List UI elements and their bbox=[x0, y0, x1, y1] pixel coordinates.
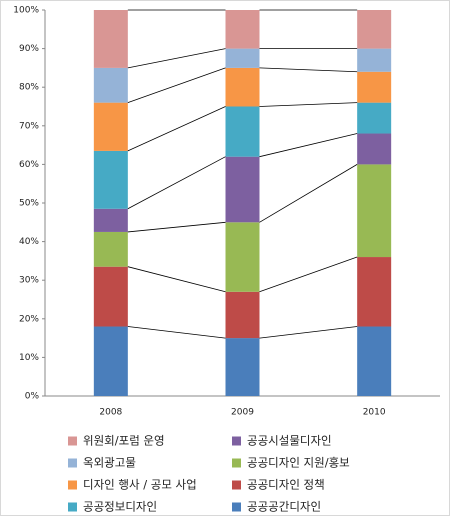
bar-segment bbox=[357, 257, 392, 327]
bar-segment bbox=[225, 291, 260, 339]
legend-label: 공공디자인 지원/홍보 bbox=[247, 456, 350, 470]
bar-segment bbox=[93, 208, 128, 232]
legend-label: 공공공간디자인 bbox=[247, 500, 321, 514]
legend-swatch bbox=[68, 502, 77, 512]
y-tick-label: 0% bbox=[25, 392, 40, 402]
y-tick-label: 10% bbox=[19, 353, 39, 363]
connector-line bbox=[127, 48, 226, 69]
bar-segment bbox=[225, 106, 260, 157]
y-tick-label: 20% bbox=[19, 314, 39, 324]
y-tick-label: 60% bbox=[19, 160, 39, 170]
bar-segment bbox=[225, 338, 260, 396]
y-tick-label: 70% bbox=[19, 121, 39, 131]
bar-segment bbox=[357, 71, 392, 103]
connector-line bbox=[127, 67, 226, 104]
legend-swatch bbox=[68, 458, 77, 468]
connector-line bbox=[259, 164, 358, 223]
legend-swatch bbox=[232, 502, 241, 512]
bar-segment bbox=[225, 10, 260, 49]
legend-label: 공공시설물디자인 bbox=[247, 434, 332, 448]
connector-line bbox=[259, 326, 358, 339]
connector-line bbox=[259, 102, 358, 107]
y-tick-label: 100% bbox=[13, 6, 39, 16]
bar-segment bbox=[225, 48, 260, 68]
bar-segment bbox=[93, 10, 128, 68]
connector-line bbox=[259, 256, 358, 293]
bar-segment bbox=[357, 48, 392, 72]
legend-label: 위원회/포럼 운영 bbox=[83, 434, 165, 448]
legend-label: 옥외광고물 bbox=[83, 456, 136, 470]
connector-line bbox=[127, 266, 226, 293]
legend-swatch bbox=[232, 436, 241, 446]
y-tick-label: 40% bbox=[19, 237, 39, 247]
legend-swatch bbox=[232, 458, 241, 468]
bar-segment bbox=[357, 326, 392, 396]
bar-segment bbox=[225, 222, 260, 292]
x-tick-label: 2009 bbox=[231, 408, 254, 418]
connector-line bbox=[127, 326, 226, 339]
connector-line bbox=[127, 221, 226, 233]
bar-segment bbox=[357, 10, 392, 49]
bar-segment bbox=[93, 150, 128, 209]
y-tick-label: 80% bbox=[19, 83, 39, 93]
connector-line bbox=[127, 156, 226, 210]
bar-segment bbox=[93, 266, 128, 327]
y-tick-label: 30% bbox=[19, 276, 39, 286]
y-tick-label: 50% bbox=[19, 199, 39, 209]
bar-segment bbox=[93, 326, 128, 396]
y-tick-label: 90% bbox=[19, 44, 39, 54]
bar-segment bbox=[93, 102, 128, 151]
legend-swatch bbox=[68, 436, 77, 446]
bar-segment bbox=[357, 133, 392, 165]
bar-segment bbox=[357, 102, 392, 134]
x-tick-label: 2008 bbox=[99, 408, 122, 418]
x-tick-label: 2010 bbox=[363, 408, 386, 418]
connector-line bbox=[259, 67, 358, 73]
legend-swatch bbox=[68, 480, 77, 490]
legend-swatch bbox=[232, 480, 241, 490]
bar-segment bbox=[93, 67, 128, 103]
connector-line bbox=[259, 133, 358, 158]
legend-label: 디자인 행사 / 공모 사업 bbox=[83, 478, 197, 492]
legend-label: 공공디자인 정책 bbox=[247, 478, 325, 492]
bar-segment bbox=[357, 164, 392, 258]
connector-line bbox=[127, 106, 226, 152]
legend-label: 공공정보디자인 bbox=[83, 500, 157, 514]
bar-segment bbox=[225, 67, 260, 107]
bar-segment bbox=[225, 156, 260, 223]
bar-segment bbox=[93, 231, 128, 267]
